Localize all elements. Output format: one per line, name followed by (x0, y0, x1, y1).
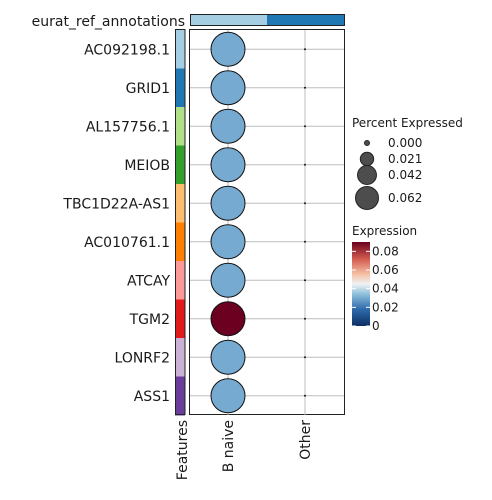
group-label: Other (298, 420, 314, 460)
size-legend-label: 0.021 (388, 152, 422, 166)
gene-label: MEIOB (124, 158, 170, 174)
feature-strip-border (175, 29, 186, 415)
feature-strip-cell (175, 222, 185, 262)
feature-strip-cell (175, 376, 185, 416)
features-axis-label: Features (175, 420, 191, 480)
color-legend-label: 0.08 (372, 244, 399, 258)
color-legend-bar (352, 242, 370, 326)
dot-0-1 (304, 48, 306, 51)
feature-strip-cell (175, 184, 185, 223)
gene-label: LONRF2 (115, 350, 170, 366)
size-legend-dot (357, 165, 377, 185)
size-legend-label: 0.062 (388, 191, 422, 205)
gene-label: ATCAY (127, 273, 170, 289)
group-labels: B naive Other (221, 420, 314, 473)
gene-label: AC092198.1 (84, 42, 170, 58)
feature-strip-cell (175, 145, 185, 185)
gene-label: TGM2 (129, 312, 170, 328)
dot-4-0 (210, 185, 246, 221)
dot-9-1 (304, 394, 306, 397)
gene-label: GRID1 (126, 81, 170, 97)
dot-6-0 (210, 262, 246, 298)
feature-color-strip (175, 29, 186, 416)
gene-labels: AC092198.1 GRID1 AL157756.1 MEIOB TBC1D22A-A… (62, 42, 170, 405)
size-legend-dot (364, 140, 370, 146)
dot-2-0 (210, 108, 246, 144)
annotation-title: eurat_ref_annotations (32, 14, 185, 30)
annotation-bar-border (190, 14, 345, 26)
dot-9-0 (210, 378, 246, 414)
dot-0-0 (210, 31, 246, 67)
size-legend: 0.000 0.021 0.042 0.062 (355, 136, 422, 210)
dot-3-1 (304, 163, 306, 166)
dot-7-1 (304, 317, 306, 320)
color-legend-label: 0.04 (372, 282, 399, 296)
dot-5-1 (304, 240, 306, 243)
annotation-segment-0 (190, 14, 267, 26)
color-legend-label: 0.02 (372, 300, 399, 314)
size-legend-title: Percent Expressed (352, 116, 463, 130)
feature-strip-cell (175, 68, 185, 108)
annotation-bar (190, 14, 345, 26)
dot-8-0 (210, 339, 246, 375)
dot-5-0 (210, 224, 246, 260)
feature-strip-cell (175, 299, 185, 339)
size-legend-label: 0.042 (388, 168, 422, 182)
dot-2-1 (304, 125, 306, 128)
color-legend-label: 0.06 (372, 263, 399, 277)
dot-7-0 (210, 301, 246, 337)
dot-8-1 (304, 356, 306, 359)
group-label: B naive (221, 420, 237, 472)
feature-strip-cell (175, 338, 185, 377)
dot-6-1 (304, 279, 306, 282)
color-legend-label: 0 (372, 319, 380, 333)
gene-label: TBC1D22A-AS1 (62, 196, 170, 212)
dot-4-1 (304, 202, 306, 205)
feature-strip-cell (175, 107, 185, 146)
feature-strip-cell (175, 30, 185, 69)
gene-label: AC010761.1 (84, 235, 170, 251)
dot-3-0 (210, 147, 246, 183)
color-legend: 0.08 0.06 0.04 0.02 0 (352, 244, 399, 333)
dots (210, 31, 306, 414)
size-legend-label: 0.000 (388, 136, 422, 150)
feature-strip-cell (175, 261, 185, 300)
dot-1-0 (210, 70, 246, 106)
color-legend-title: Expression (352, 224, 417, 238)
dot-1-1 (304, 86, 306, 89)
size-legend-dot (355, 186, 379, 210)
size-legend-dot (359, 151, 375, 167)
gene-label: ASS1 (134, 389, 170, 405)
annotation-segment-1 (267, 14, 345, 26)
gene-label: AL157756.1 (86, 119, 170, 135)
